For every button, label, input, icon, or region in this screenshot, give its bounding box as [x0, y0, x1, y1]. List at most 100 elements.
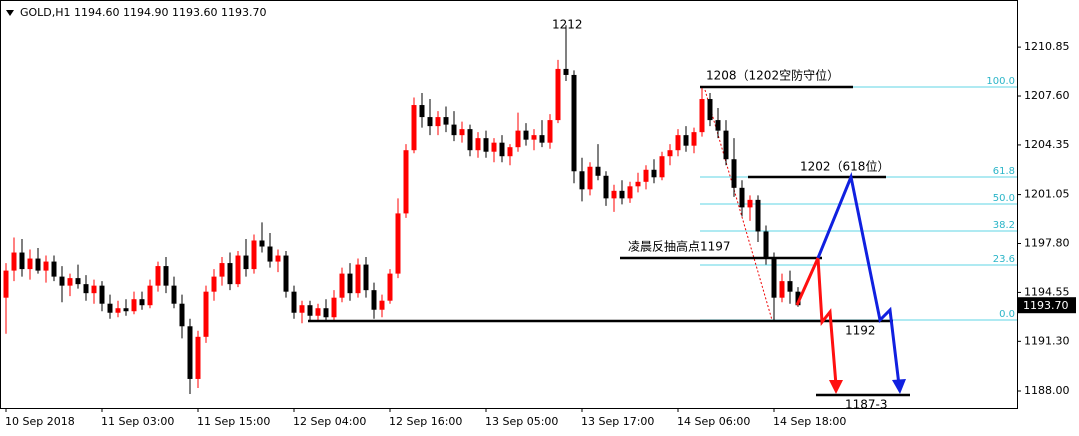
candle-body: [563, 68, 569, 75]
x-tick-label: 14 Sep 18:00: [773, 415, 846, 428]
candle-body: [691, 132, 697, 146]
y-tick-label: 1204.35: [1024, 138, 1070, 151]
candle-body: [499, 142, 505, 157]
candle-body: [147, 285, 153, 306]
candle-body: [139, 299, 145, 306]
candle-body: [699, 99, 705, 133]
scenario-arrow: [795, 257, 838, 386]
x-tick-label: 10 Sep 2018: [5, 415, 75, 428]
candle-body: [243, 255, 249, 270]
candle-body: [259, 240, 265, 247]
candle-body: [395, 213, 401, 274]
candle-body: [43, 261, 49, 271]
candle-body: [379, 300, 385, 310]
candle-body: [211, 276, 217, 292]
candle-body: [723, 130, 729, 160]
candle-body: [83, 284, 89, 294]
candle-body: [731, 159, 737, 188]
candle-body: [99, 285, 105, 304]
candle-body: [315, 308, 321, 316]
candle-body: [763, 231, 769, 258]
x-tick-label: 12 Sep 16:00: [389, 415, 462, 428]
candle-body: [795, 291, 801, 306]
candle-body: [411, 105, 417, 151]
current-price-box: [1018, 297, 1076, 314]
candle-body: [571, 74, 577, 172]
candle-body: [627, 186, 633, 199]
candle-body: [59, 276, 65, 286]
y-tick-label: 1210.85: [1024, 40, 1070, 53]
x-tick-label: 12 Sep 04:00: [293, 415, 366, 428]
candle-body: [771, 257, 777, 298]
candle-body: [115, 308, 121, 313]
x-tick-label: 11 Sep 03:00: [101, 415, 174, 428]
x-tick-label: 11 Sep 15:00: [197, 415, 270, 428]
candle-body: [443, 117, 449, 125]
candle-body: [347, 273, 353, 294]
candle-body: [171, 285, 177, 304]
candle-body: [11, 252, 17, 271]
candle-body: [531, 135, 537, 140]
candle-body: [91, 285, 97, 294]
candle-body: [507, 147, 513, 157]
candle-body: [419, 105, 425, 118]
candles: [3, 25, 801, 395]
annotation: 1212: [552, 18, 583, 32]
scenario-arrow: [816, 171, 901, 386]
candle-body: [27, 258, 33, 270]
candle-body: [491, 142, 497, 152]
candle-body: [467, 129, 473, 151]
annotation: 1192: [845, 324, 876, 338]
candle-body: [275, 255, 281, 262]
candle-body: [739, 187, 745, 208]
candle-body: [195, 336, 201, 379]
candle-body: [267, 246, 273, 262]
candle-body: [35, 258, 41, 271]
candle-body: [339, 273, 345, 298]
candle-body: [707, 99, 713, 121]
candle-body: [659, 156, 665, 178]
fibonacci: 100.0 61.8 50.0 38.2 23.6 0.0: [700, 76, 1017, 321]
menu-icon: [6, 10, 14, 16]
candle-body: [179, 303, 185, 327]
candle-body: [75, 278, 81, 285]
candle-body: [779, 281, 785, 298]
fib-label: 38.2: [993, 220, 1015, 231]
candle-body: [515, 130, 521, 148]
candle-body: [203, 291, 209, 337]
candle-body: [619, 190, 625, 199]
candle-body: [603, 175, 609, 199]
candle-body: [107, 303, 113, 313]
candle-body: [651, 169, 657, 178]
candle-body: [163, 266, 169, 286]
fib-label: 50.0: [993, 193, 1015, 204]
candle-body: [483, 138, 489, 152]
candle-body: [475, 138, 481, 151]
candle-body: [371, 290, 377, 310]
candle-body: [67, 278, 73, 286]
annotation: 1202（618位）: [800, 159, 889, 174]
candle-body: [683, 135, 689, 146]
fib-trend-line: [704, 89, 773, 321]
fib-label: 61.8: [993, 166, 1015, 177]
candle-body: [19, 252, 25, 270]
candle-body: [579, 171, 585, 190]
plot-frame: [0, 0, 1018, 409]
candle-body: [3, 270, 9, 298]
candle-body: [435, 117, 441, 127]
candle-body: [787, 281, 793, 292]
candle-body: [611, 190, 617, 199]
candle-body: [227, 263, 233, 285]
drawn-levels: [308, 85, 910, 397]
annotation: 1208（1202空防守位）: [706, 68, 839, 83]
candle-body: [283, 255, 289, 292]
candle-body: [427, 117, 433, 127]
candle-body: [299, 305, 305, 313]
candle-body: [323, 308, 329, 318]
candle-body: [187, 326, 193, 379]
symbol-header: GOLD,H1 1194.60 1194.90 1193.60 1193.70: [20, 6, 267, 19]
candle-body: [51, 261, 57, 277]
y-tick-label: 1201.05: [1024, 188, 1070, 201]
annotation: 1187-3: [845, 398, 888, 412]
